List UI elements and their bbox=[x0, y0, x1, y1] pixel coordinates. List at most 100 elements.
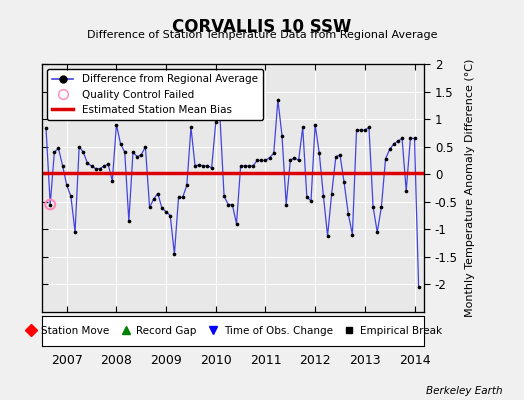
Point bbox=[348, 232, 357, 238]
Point bbox=[220, 193, 228, 200]
Point bbox=[116, 141, 125, 147]
Point bbox=[311, 122, 319, 128]
Point bbox=[179, 194, 187, 200]
Point bbox=[410, 135, 419, 142]
Point bbox=[274, 97, 282, 103]
Point bbox=[369, 204, 377, 210]
Y-axis label: Monthly Temperature Anomaly Difference (°C): Monthly Temperature Anomaly Difference (… bbox=[465, 59, 475, 317]
Point bbox=[232, 221, 241, 227]
Point bbox=[121, 149, 129, 155]
Point bbox=[216, 113, 224, 120]
Point bbox=[390, 141, 398, 147]
Point bbox=[278, 132, 286, 139]
Point bbox=[332, 153, 340, 160]
Point bbox=[187, 124, 195, 130]
Point bbox=[224, 201, 233, 208]
Point bbox=[245, 163, 253, 169]
Point bbox=[269, 150, 278, 156]
Point bbox=[145, 204, 154, 210]
Point bbox=[83, 160, 92, 166]
Text: 2012: 2012 bbox=[299, 354, 331, 367]
Point bbox=[356, 127, 365, 133]
Point bbox=[294, 157, 303, 164]
Point bbox=[208, 164, 216, 171]
Point bbox=[125, 218, 133, 224]
Text: CORVALLIS 10 SSW: CORVALLIS 10 SSW bbox=[172, 18, 352, 36]
Point bbox=[203, 163, 212, 169]
Point bbox=[46, 201, 54, 208]
Point bbox=[166, 212, 174, 219]
Point bbox=[303, 194, 311, 200]
Text: 2010: 2010 bbox=[200, 354, 232, 367]
Point bbox=[104, 161, 112, 168]
Point bbox=[402, 188, 410, 194]
Point bbox=[92, 166, 100, 172]
Text: 2013: 2013 bbox=[349, 354, 380, 367]
Legend: Difference from Regional Average, Quality Control Failed, Estimated Station Mean: Difference from Regional Average, Qualit… bbox=[47, 69, 263, 120]
Point bbox=[54, 145, 63, 152]
Point bbox=[137, 152, 146, 158]
Point bbox=[42, 125, 50, 132]
Point bbox=[158, 205, 166, 212]
Point bbox=[299, 124, 307, 130]
Point bbox=[249, 163, 257, 169]
Point bbox=[174, 194, 183, 200]
Point bbox=[67, 193, 75, 200]
Point bbox=[79, 149, 88, 155]
Point bbox=[307, 198, 315, 204]
Text: 2009: 2009 bbox=[150, 354, 182, 367]
Point bbox=[336, 152, 344, 158]
Point bbox=[386, 146, 394, 153]
Point bbox=[290, 154, 299, 161]
Point bbox=[62, 182, 71, 188]
Point bbox=[141, 144, 149, 150]
Point bbox=[361, 127, 369, 133]
Point bbox=[340, 179, 348, 186]
Point bbox=[112, 122, 121, 128]
Point bbox=[373, 229, 381, 235]
Point bbox=[149, 196, 158, 202]
Point bbox=[323, 233, 332, 239]
Point bbox=[344, 211, 353, 217]
Point bbox=[133, 153, 141, 160]
Point bbox=[282, 201, 290, 208]
Text: 2008: 2008 bbox=[101, 354, 133, 367]
Text: 2014: 2014 bbox=[399, 354, 430, 367]
Point bbox=[162, 208, 170, 215]
Point bbox=[199, 163, 208, 169]
Point bbox=[88, 163, 96, 169]
Point bbox=[75, 144, 83, 150]
Point bbox=[100, 163, 108, 169]
Point bbox=[253, 157, 261, 164]
Point bbox=[183, 182, 191, 188]
Text: Berkeley Earth: Berkeley Earth bbox=[427, 386, 503, 396]
Text: 2011: 2011 bbox=[249, 354, 281, 367]
Point bbox=[328, 190, 336, 197]
Point bbox=[241, 163, 249, 169]
Point bbox=[398, 135, 406, 142]
Point bbox=[265, 154, 274, 161]
Point bbox=[50, 149, 59, 155]
Point bbox=[59, 163, 67, 169]
Point bbox=[71, 229, 79, 235]
Point bbox=[365, 124, 373, 130]
Point bbox=[212, 119, 220, 125]
Point bbox=[191, 163, 199, 169]
Point bbox=[170, 251, 179, 257]
Point bbox=[352, 127, 361, 133]
Point bbox=[377, 204, 386, 210]
Point bbox=[108, 178, 116, 184]
Point bbox=[394, 138, 402, 144]
Point bbox=[195, 162, 203, 168]
Point bbox=[96, 166, 104, 172]
Text: 2007: 2007 bbox=[51, 354, 83, 367]
Point bbox=[46, 201, 54, 208]
Point bbox=[261, 157, 270, 164]
Text: Difference of Station Temperature Data from Regional Average: Difference of Station Temperature Data f… bbox=[87, 30, 437, 40]
Point bbox=[257, 157, 266, 164]
Point bbox=[414, 284, 423, 290]
Point bbox=[228, 201, 236, 208]
Point bbox=[236, 163, 245, 169]
Point bbox=[381, 156, 390, 162]
Point bbox=[154, 190, 162, 197]
